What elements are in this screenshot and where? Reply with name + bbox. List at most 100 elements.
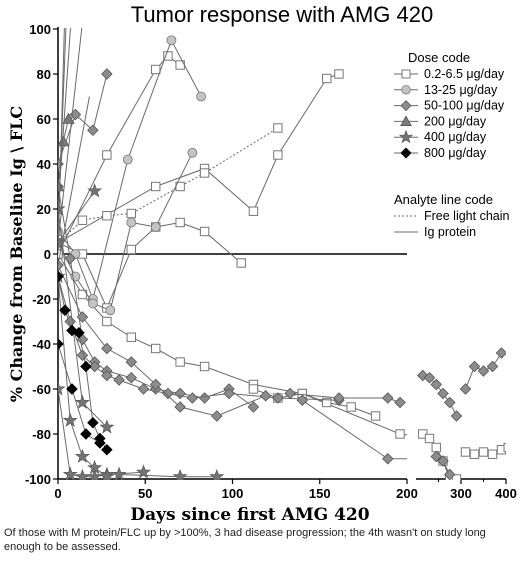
data-point-diamond (137, 383, 150, 395)
data-point-square (346, 402, 356, 412)
plot-area-right (416, 347, 506, 480)
figure-caption: Of those with M protein/FLC up by >100%,… (4, 527, 486, 553)
data-point-star (58, 381, 66, 396)
data-point-square (370, 411, 381, 421)
series-line-offscale (58, 28, 71, 210)
y-tick-label: -40 (32, 337, 51, 352)
series-line (290, 393, 401, 403)
data-point-diamond (58, 338, 64, 350)
legend-entry-label: 200 μg/day (424, 114, 487, 128)
series-line-offscale (58, 28, 83, 243)
data-point-diamond (80, 428, 92, 440)
data-point-square (102, 150, 112, 160)
y-tick-label: 60 (37, 112, 51, 127)
chart-title: Tumor response with AMG 420 (131, 2, 433, 27)
legend-entry-label: 13-25 μg/day (424, 83, 498, 97)
data-point-star (74, 394, 90, 409)
data-point-diamond (477, 365, 490, 377)
data-point-diamond (400, 147, 412, 159)
data-point-diamond (101, 342, 113, 355)
data-point-diamond (186, 392, 199, 404)
data-point-diamond (87, 416, 99, 429)
data-point-diamond (76, 311, 89, 323)
data-point-square (199, 361, 210, 372)
data-point-diamond (284, 387, 296, 400)
data-point-diamond (88, 360, 101, 373)
data-point-square (248, 384, 259, 394)
data-point-diamond (382, 452, 394, 465)
data-point-star (209, 468, 225, 480)
data-point-square (102, 316, 112, 327)
data-point-square (199, 168, 210, 178)
data-point-diamond (486, 360, 499, 373)
data-point-square (469, 449, 480, 459)
series-line (119, 474, 217, 478)
data-point-circle (401, 85, 411, 95)
data-point-square (322, 397, 332, 408)
data-point-diamond (450, 410, 463, 422)
series-line (58, 276, 339, 401)
x-axis-label: Days since first AMG 420 (130, 505, 369, 525)
data-point-square (248, 206, 259, 216)
data-point-diamond (468, 360, 481, 373)
y-tick-label: 80 (37, 67, 51, 82)
data-point-circle (196, 91, 206, 102)
data-point-square (126, 332, 136, 342)
y-tick-label: -100 (25, 472, 51, 487)
data-point-diamond (125, 356, 138, 368)
data-point-diamond (443, 468, 456, 480)
y-tick-label: 40 (37, 157, 51, 172)
data-point-diamond (59, 304, 71, 317)
axes: -100 -80 -60 -40 -20 0 20 40 60 80 100 0 50 100 150 200… (25, 22, 517, 501)
y-axis-label: % Change from Baseline Ig \ FLC (7, 106, 26, 402)
chart: Tumor response with AMG 420 -100 -80 -60 -4… (7, 2, 517, 525)
x-tick-label: 150 (309, 486, 331, 501)
y-tick-label: 20 (37, 202, 51, 217)
data-point-diamond (247, 401, 260, 413)
data-point-diamond (259, 389, 272, 402)
data-point-star (74, 448, 90, 463)
data-point-diamond (198, 392, 211, 404)
data-point-square (401, 69, 411, 79)
plot-area-main (58, 28, 407, 480)
data-point-diamond (423, 371, 436, 384)
legend: Dose code 0.2-6.5 μg/day 13-25 μg/day 50-10… (394, 50, 510, 239)
data-point-diamond (101, 369, 113, 382)
series-line (58, 39, 202, 301)
data-point-square (77, 215, 88, 225)
data-point-diamond (94, 437, 106, 449)
series-line (58, 253, 407, 436)
data-point-diamond (296, 394, 309, 407)
data-point-diamond (272, 392, 284, 404)
data-point-diamond (382, 392, 394, 404)
data-point-diamond (125, 371, 138, 384)
data-point-diamond (80, 360, 92, 373)
data-point-circle (126, 217, 137, 228)
data-point-diamond (58, 270, 64, 283)
data-point-diamond (66, 324, 78, 337)
data-point-diamond (495, 347, 506, 359)
data-point-diamond (437, 387, 449, 400)
data-point-square (151, 343, 161, 354)
x-tick-label: 200 (396, 486, 418, 501)
data-point-diamond (459, 383, 472, 395)
series-line-offscale (58, 96, 90, 266)
line-legend-label: Free light chain (424, 209, 510, 223)
data-point-square (273, 150, 283, 160)
data-point-square (487, 449, 498, 459)
data-point-diamond (333, 392, 345, 404)
series-line (58, 55, 181, 255)
legend-title: Dose code (408, 50, 470, 65)
data-point-square (334, 69, 344, 79)
data-point-diamond (443, 396, 456, 409)
data-point-square (126, 208, 136, 219)
data-point-square (126, 244, 136, 255)
line-legend-label: Ig protein (424, 225, 476, 239)
data-point-circle (88, 298, 98, 309)
data-point-star (87, 459, 103, 475)
data-point-square (163, 51, 173, 61)
legend-entry-label: 800 μg/day (424, 146, 487, 160)
data-point-diamond (113, 374, 125, 386)
data-point-star (111, 466, 127, 480)
data-point-diamond (211, 410, 223, 422)
